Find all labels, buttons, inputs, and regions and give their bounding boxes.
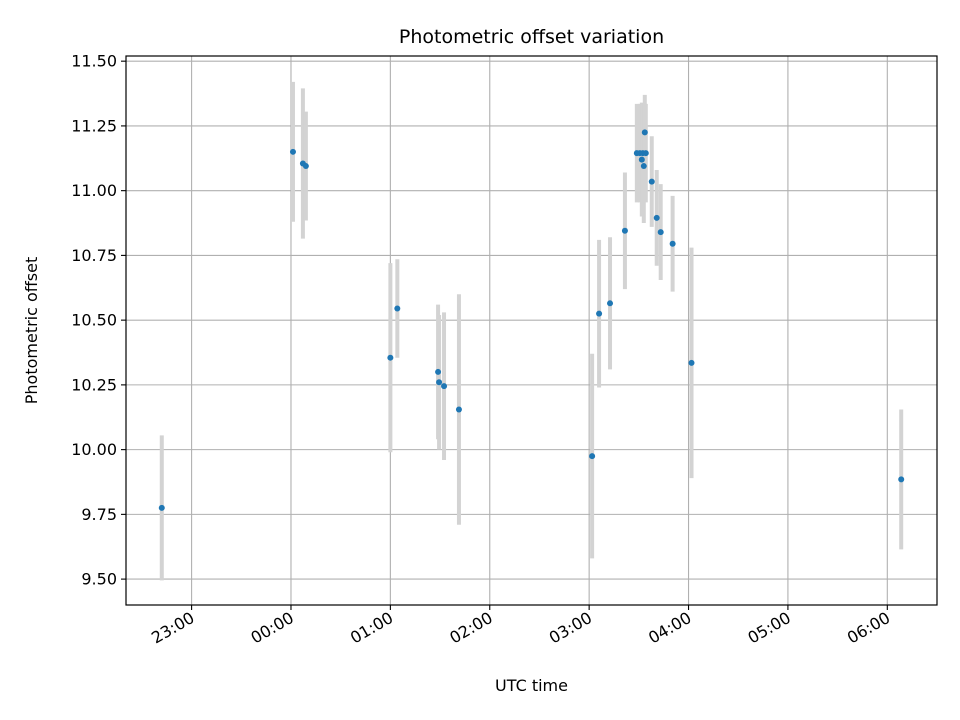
data-point	[596, 310, 603, 317]
y-axis-title: Photometric offset	[22, 257, 41, 405]
data-point	[688, 359, 695, 366]
data-point	[455, 406, 462, 413]
y-tick-label: 10.00	[71, 440, 117, 459]
data-point	[669, 240, 676, 247]
y-tick-label: 11.25	[71, 116, 117, 135]
data-point	[158, 504, 165, 511]
y-tick-label: 11.50	[71, 52, 117, 71]
data-point	[653, 214, 660, 221]
data-point	[621, 227, 628, 234]
plot-area-background	[126, 56, 937, 605]
y-tick-label: 11.00	[71, 181, 117, 200]
data-point	[638, 156, 645, 163]
y-tick-label: 10.75	[71, 246, 117, 265]
data-point	[387, 354, 394, 361]
plot-frame	[125, 55, 938, 606]
data-point	[589, 453, 596, 460]
y-tick-label: 9.75	[81, 505, 117, 524]
data-point	[640, 163, 647, 170]
data-point	[641, 129, 648, 136]
data-point	[898, 476, 905, 483]
x-axis-title: UTC time	[495, 676, 568, 695]
data-point	[302, 163, 309, 170]
grid-lines	[126, 56, 937, 605]
y-tick-label: 9.50	[81, 570, 117, 589]
y-axis-ticks: 9.50 9.75 10.00 10.25 10.50 10.75 11.00 11.25 11…	[71, 52, 126, 589]
y-tick-label: 10.50	[71, 311, 117, 330]
chart-title: Photometric offset variation	[399, 26, 664, 48]
data-point	[289, 148, 296, 155]
data-point	[435, 368, 442, 375]
data-point	[441, 383, 448, 390]
y-tick-label: 10.25	[71, 375, 117, 394]
data-point	[648, 178, 655, 185]
data-point	[657, 229, 664, 236]
data-point	[436, 379, 443, 386]
data-points	[158, 129, 905, 511]
data-point	[642, 150, 649, 157]
data-point	[394, 305, 401, 312]
data-point	[607, 300, 614, 307]
